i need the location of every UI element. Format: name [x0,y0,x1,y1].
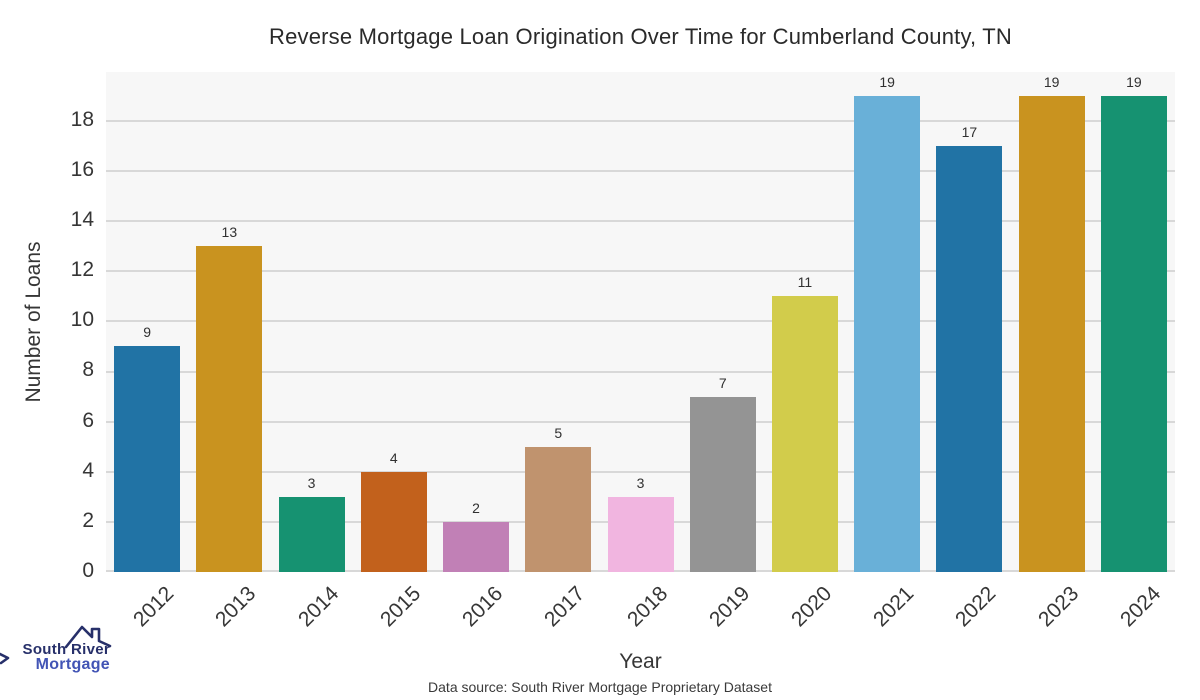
y-tick-label: 6 [82,408,94,432]
logo-text-south-river: South River [22,641,110,658]
x-axis-label: Year [619,650,662,673]
y-tick-label: 18 [70,107,94,131]
gridline-y-14 [106,220,1175,223]
y-tick-label: 10 [70,308,94,332]
bar-value-label: 2 [472,499,480,516]
bar-value-label: 3 [636,474,645,491]
bar-2017 [525,446,592,572]
bar-2016 [443,521,510,572]
gridline-y-18 [106,119,1175,122]
chart-title: Reverse Mortgage Loan Origination Over T… [269,24,1012,49]
south-river-mortgage-logo: South River Mortgage [0,600,145,700]
y-tick-label: 0 [82,559,94,582]
logo-text-mortgage: Mortgage [35,656,110,673]
y-tick-label: 12 [70,258,94,282]
bar-2014 [278,496,345,572]
bar-value-label: 7 [718,374,727,391]
y-tick-label: 14 [70,208,94,232]
bar-value-label: 17 [961,123,978,140]
bar-value-label: 19 [879,73,895,90]
y-tick-label: 4 [82,458,94,482]
gridline-y-10 [106,320,1175,323]
bar-value-label: 13 [221,224,238,241]
plot-area: 9 13 3 4 2 5 3 7 11 19 17 19 19 [106,72,1175,572]
gridline-y-8 [106,370,1175,373]
bar-2018 [607,496,674,572]
bar-2012 [114,346,181,572]
bar-2021 [854,95,921,572]
bar-2023 [1018,95,1085,572]
house-roof-icon [0,625,112,665]
bar-2015 [360,471,427,572]
bar-2020 [771,296,838,572]
bar-2024 [1100,95,1167,572]
bar-2022 [936,145,1003,572]
bar-value-label: 3 [307,474,316,491]
gridline-y-4 [106,470,1175,473]
data-source-note: Data source: South River Mortgage Propri… [428,679,772,695]
bar-value-label: 19 [1126,73,1142,90]
y-tick-label: 16 [70,157,94,181]
bar-2013 [196,246,263,572]
gridline-y-6 [106,420,1175,423]
logo-edge-mark [0,652,10,665]
gridline-y-12 [106,270,1175,273]
bar-value-label: 9 [143,324,151,341]
bar-value-label: 19 [1043,73,1060,90]
bar-value-label: 4 [389,449,398,466]
bar-value-label: 5 [554,424,563,441]
bar-value-label: 11 [797,274,813,291]
y-tick-label: 8 [82,358,94,382]
bar-2019 [689,396,756,572]
y-tick-label: 2 [82,508,94,532]
gridline-y-16 [106,170,1175,172]
